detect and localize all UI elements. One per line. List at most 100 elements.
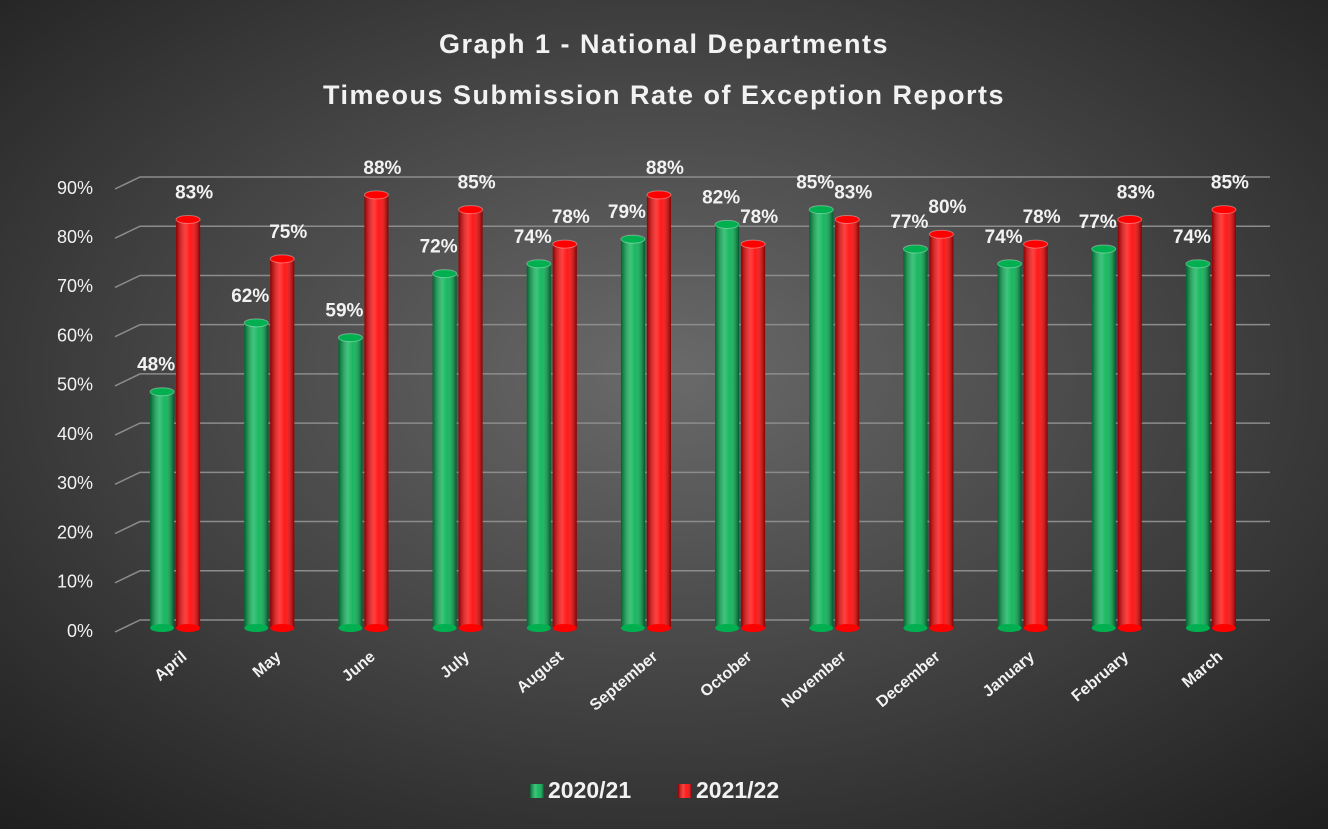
y-tick-label: 60% [57,325,93,345]
value-label: 77% [1079,212,1117,233]
value-label: 48% [137,355,175,376]
grid-line [114,520,1270,535]
bar-shade [997,263,1022,628]
value-label: 85% [1211,173,1249,194]
y-tick-label: 30% [57,473,93,493]
value-label: 74% [1173,227,1211,248]
bar-base [809,624,834,632]
bar-base [338,624,363,632]
value-label: 78% [552,207,590,228]
bar-shade [338,337,363,628]
bar-shade [150,391,175,628]
bar-top [1211,205,1237,215]
y-tick-label: 70% [57,276,93,296]
bar-top [1185,259,1211,269]
y-tick-label: 20% [57,522,93,542]
grid-line [114,373,1270,387]
bar-base [997,624,1022,632]
bar-shade [620,239,645,628]
value-label: 78% [740,207,778,228]
value-label: 77% [890,212,928,233]
bar-base [620,624,645,632]
bar-shade [458,209,483,628]
grid-line [114,323,1270,338]
bar-base [1023,624,1048,632]
bar-base [244,624,269,632]
bar-base [646,624,671,632]
bar-top [834,214,860,224]
grid-line [114,570,1270,584]
value-label: 83% [834,182,872,203]
value-label: 88% [363,158,401,179]
bar-shade [715,224,740,628]
y-tick-label: 50% [57,375,93,395]
bar-base [1091,624,1116,632]
bar-top [902,244,928,254]
bar-base [929,624,954,632]
bar-shade [1185,263,1210,628]
value-label: 85% [458,173,496,194]
y-tick-label: 0% [67,621,93,641]
value-label: 83% [175,182,213,203]
bar-shade [1023,244,1048,629]
bar-top [1117,214,1143,224]
legend-swatch-shade [530,784,544,798]
value-label: 74% [985,227,1023,248]
value-label: 85% [796,173,834,194]
value-label: 88% [646,158,684,179]
bar-shade [809,209,834,628]
y-tick-label: 10% [57,572,93,592]
bar-shade [526,263,551,628]
bar-shade [646,194,671,628]
bar-shade [1091,248,1116,628]
bar-top [149,387,175,397]
value-label: 75% [269,222,307,243]
value-label: 74% [514,227,552,248]
bar-top [1023,239,1049,249]
bar-shade [903,248,928,628]
bar-top [1091,244,1117,254]
bar-shade [741,244,766,629]
bar-base [176,624,201,632]
value-label: 78% [1023,207,1061,228]
bar-base [1117,624,1142,632]
bar-shade [244,322,269,628]
bar-top [432,269,458,279]
value-label: 59% [325,301,363,322]
bar-top [740,239,766,249]
chart-title: Graph 1 - National Departments [439,29,889,59]
bar-base [150,624,175,632]
bar-base [1185,624,1210,632]
bar-shade [552,244,577,629]
bar-shade [835,219,860,628]
bar-top [997,259,1023,269]
bar-shade [176,219,201,628]
bar-base [903,624,928,632]
y-tick-label: 40% [57,424,93,444]
chart-subtitle: Timeous Submission Rate of Exception Rep… [323,80,1005,110]
value-label: 83% [1117,182,1155,203]
bar-top [363,190,389,200]
bar-shade [270,258,295,628]
grid-line [114,619,1270,633]
y-tick-label: 80% [57,227,93,247]
bar-shade [432,273,457,628]
bar-base [552,624,577,632]
bar-top [458,205,484,215]
bar-base [458,624,483,632]
value-label: 82% [702,187,740,208]
bar-top [928,229,954,239]
bar-top [808,205,834,215]
bar-top [552,239,578,249]
bar-base [1211,624,1236,632]
bar-top [646,190,672,200]
bar-top [269,254,295,264]
grid-line [114,422,1270,436]
bar-top [714,219,740,229]
bar-shade [1117,219,1142,628]
bar-base [270,624,295,632]
bar-base [835,624,860,632]
bar-base [432,624,457,632]
legend-swatch-shade [678,784,692,798]
